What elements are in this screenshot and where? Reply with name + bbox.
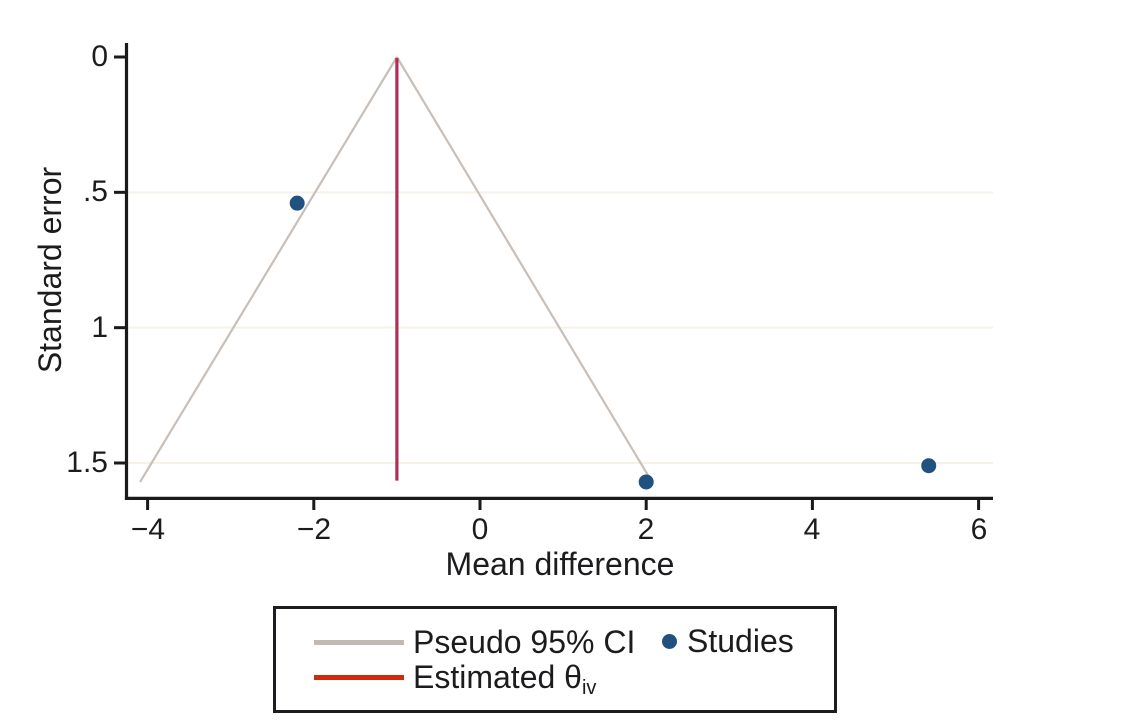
study-point-2 — [638, 474, 654, 490]
legend: Pseudo 95% CI Studies Estimated θiv — [273, 606, 837, 713]
study-point-3 — [921, 458, 937, 474]
y-tick-label-15: 1.5 — [66, 446, 108, 479]
pseudo-ci-right-line — [395, 56, 653, 483]
legend-label-estimated-theta-main: Estimated θ — [413, 659, 582, 695]
legend-label-estimated-theta: Estimated θiv — [413, 657, 596, 702]
y-tick-label-05: .5 — [82, 175, 108, 208]
x-tick-label-neg4: −4 — [130, 513, 166, 546]
x-axis-title: Mean difference — [445, 546, 675, 582]
x-tick-label-neg2: −2 — [296, 513, 332, 546]
x-tick-label-0: 0 — [471, 513, 489, 546]
estimate-line-swatch — [314, 675, 404, 680]
study-point-1 — [289, 195, 305, 211]
legend-label-studies: Studies — [687, 623, 794, 659]
x-tick-label-2: 2 — [637, 513, 655, 546]
y-tick-label-0: 0 — [91, 40, 108, 73]
pseudo-ci-line-swatch — [314, 640, 404, 645]
legend-label-pseudo-ci: Pseudo 95% CI — [413, 624, 636, 660]
legend-label-theta-subscript: iv — [581, 677, 597, 699]
y-axis-title: Standard error — [32, 166, 68, 374]
y-tick-label-1: 1 — [91, 311, 108, 344]
x-tick-label-6: 6 — [970, 513, 988, 546]
pseudo-ci-left-line — [139, 56, 398, 483]
x-tick-label-4: 4 — [803, 513, 821, 546]
studies-dot-swatch — [662, 634, 677, 649]
